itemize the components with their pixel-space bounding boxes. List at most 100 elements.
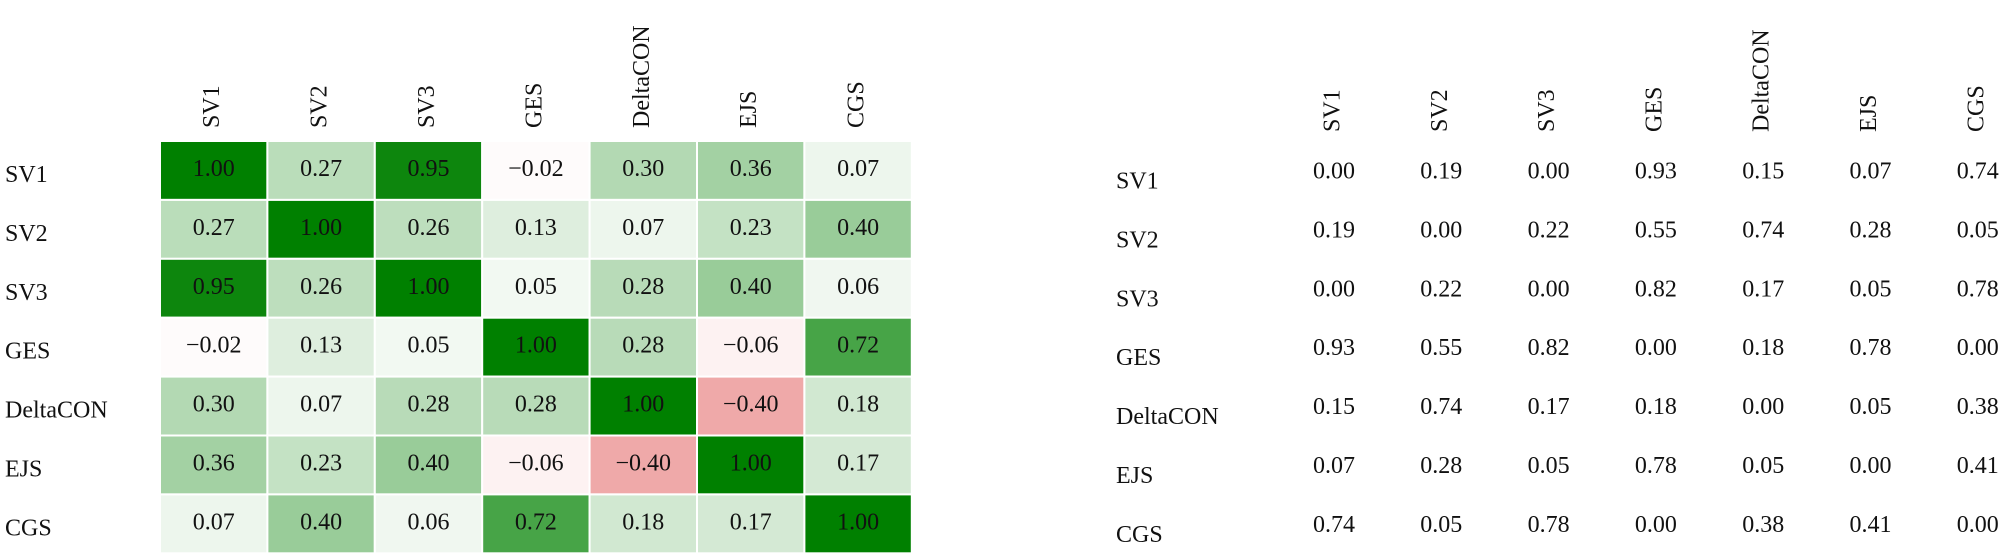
table-cell: 0.17 — [1528, 394, 1570, 420]
table-cell: 0.74 — [1742, 217, 1784, 243]
cell-label: 1.00 — [622, 392, 664, 418]
heatmap-cell — [481, 493, 591, 555]
cell-label: 0.36 — [730, 156, 772, 182]
table-cell: 0.15 — [1742, 159, 1784, 185]
column-label: SV2 — [307, 85, 333, 128]
heatmap-cell — [373, 257, 484, 319]
cell-label: 0.05 — [515, 274, 557, 300]
table-cell: 0.38 — [1957, 394, 1999, 420]
column-label: EJS — [736, 91, 762, 128]
table-row-label: GES — [1116, 345, 1161, 371]
heatmap-cell — [696, 316, 806, 378]
table-cell: 0.74 — [1957, 159, 1999, 185]
cell-label: 0.28 — [622, 274, 664, 300]
heatmap-cell — [159, 316, 269, 378]
cell-label: 1.00 — [193, 156, 235, 182]
heatmap-cell — [266, 434, 376, 496]
heatmap-cell — [588, 257, 698, 319]
cell-label: 1.00 — [408, 274, 450, 300]
cell-label: 0.28 — [622, 333, 664, 359]
table-cell: 0.78 — [1528, 512, 1570, 538]
cell-label: 0.07 — [622, 215, 664, 241]
cell-label: 0.30 — [193, 392, 235, 418]
table-cell: 0.00 — [1635, 512, 1677, 538]
table-cell: 0.00 — [1957, 512, 1999, 538]
heatmap-cell — [481, 257, 591, 319]
cell-label: 1.00 — [515, 333, 557, 359]
table-cell: 0.07 — [1313, 453, 1355, 479]
cell-label: 0.36 — [193, 450, 235, 476]
table-cell: 0.05 — [1850, 394, 1892, 420]
cell-label: 0.95 — [408, 156, 450, 182]
row-label: GES — [5, 339, 50, 365]
heatmap-cell — [373, 375, 484, 437]
table-cell: 0.93 — [1635, 159, 1677, 185]
table-cell: 0.41 — [1957, 453, 1999, 479]
table-cell: 0.78 — [1957, 276, 1999, 302]
column-label: GES — [521, 83, 547, 128]
cell-label: 1.00 — [730, 450, 772, 476]
cell-label: 0.27 — [193, 215, 235, 241]
heatmap-cell — [373, 493, 484, 555]
cell-label: 0.28 — [515, 392, 557, 418]
cell-label: 0.13 — [300, 333, 342, 359]
cell-label: 0.05 — [408, 333, 450, 359]
table-cell: 0.00 — [1528, 276, 1570, 302]
table-cell: 0.07 — [1850, 159, 1892, 185]
table-cell: 0.05 — [1850, 276, 1892, 302]
table-cell: 0.00 — [1850, 453, 1892, 479]
cell-label: −0.40 — [723, 392, 779, 418]
table-cell: 0.00 — [1957, 335, 1999, 361]
cell-label: 0.72 — [837, 333, 879, 359]
heatmap-cell — [588, 493, 698, 555]
table-cell: 0.82 — [1528, 335, 1570, 361]
heatmap-cell — [696, 140, 806, 201]
cell-label: 0.06 — [837, 274, 879, 300]
table-cell: 0.28 — [1850, 217, 1892, 243]
row-label: EJS — [5, 456, 42, 482]
cell-label: 0.26 — [408, 215, 450, 241]
row-label: SV3 — [5, 280, 48, 306]
table-cell: 0.74 — [1313, 512, 1355, 538]
heatmap-cell — [159, 140, 269, 201]
heatmap-cell — [803, 316, 913, 378]
heatmap-cell — [266, 316, 376, 378]
cell-label: 0.06 — [408, 509, 450, 535]
table-cell: 0.78 — [1850, 335, 1892, 361]
cell-label: 0.26 — [300, 274, 342, 300]
heatmap-cell — [803, 434, 913, 496]
table-cell: 0.93 — [1313, 335, 1355, 361]
table-column-header: CGS — [1963, 85, 1989, 132]
table-cell: 0.05 — [1742, 453, 1784, 479]
table-row-label: SV1 — [1116, 169, 1159, 195]
column-label: CGS — [844, 81, 870, 128]
table-cell: 0.38 — [1742, 512, 1784, 538]
column-label: SV3 — [414, 85, 440, 128]
table-cell: 0.00 — [1420, 217, 1462, 243]
table-cell: 0.00 — [1313, 276, 1355, 302]
heatmap-cell — [266, 140, 376, 201]
row-label: SV1 — [5, 162, 48, 188]
cell-label: 0.13 — [515, 215, 557, 241]
table-cell: 0.19 — [1420, 159, 1462, 185]
table-cell: 0.18 — [1742, 335, 1784, 361]
cell-label: 0.07 — [837, 156, 879, 182]
cell-label: 0.07 — [300, 392, 342, 418]
cell-label: 1.00 — [300, 215, 342, 241]
cell-label: 0.40 — [837, 215, 879, 241]
table-row-label: CGS — [1116, 522, 1163, 548]
cell-label: 0.27 — [300, 156, 342, 182]
table-column-header: SV2 — [1427, 89, 1453, 132]
table-cell: 0.78 — [1635, 453, 1677, 479]
heatmap-cell — [159, 375, 269, 437]
cell-label: 0.40 — [300, 509, 342, 535]
cell-label: 1.00 — [837, 509, 879, 535]
heatmap-cell — [373, 198, 484, 260]
table-cell: 0.05 — [1528, 453, 1570, 479]
cell-label: 0.17 — [730, 509, 772, 535]
table-column-header: DeltaCON — [1749, 29, 1775, 132]
cell-label: 0.17 — [837, 450, 879, 476]
cell-label: 0.40 — [408, 450, 450, 476]
table-cell: 0.55 — [1420, 335, 1462, 361]
